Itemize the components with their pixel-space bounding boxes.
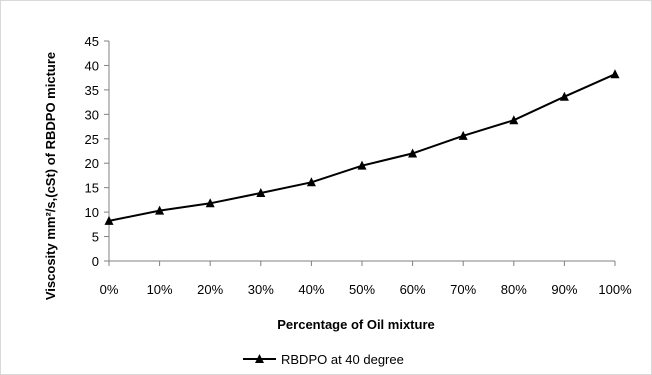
y-tick-label: 0 — [92, 254, 99, 269]
x-tick-label: 80% — [501, 282, 527, 297]
data-point-marker — [357, 160, 367, 170]
x-tick-label: 0% — [100, 282, 119, 297]
data-point-marker — [509, 115, 519, 125]
data-point-marker — [559, 91, 569, 101]
y-tick-label: 30 — [85, 107, 99, 122]
data-point-marker — [458, 130, 468, 140]
x-tick-label: 50% — [349, 282, 375, 297]
y-tick-label: 20 — [85, 156, 99, 171]
x-tick-label: 90% — [551, 282, 577, 297]
series-layer — [104, 69, 620, 225]
data-point-marker — [205, 198, 215, 208]
data-point-marker — [155, 205, 165, 215]
x-axis-ticks: 0% 10% 20% 30% 40% 50% 60% 70% 80% 90% 100% — [100, 261, 632, 297]
legend-label: RBDPO at 40 degree — [281, 352, 404, 367]
x-tick-label: 70% — [450, 282, 476, 297]
x-tick-label: 60% — [400, 282, 426, 297]
y-axis-title: Viscosity mm²/s,(cSt) of RBDPO micture — [43, 52, 58, 300]
data-point-marker — [104, 215, 114, 225]
series-line — [108, 73, 616, 222]
x-tick-label: 100% — [598, 282, 632, 297]
data-point-marker — [408, 148, 418, 158]
y-tick-label: 45 — [85, 34, 99, 49]
x-tick-label: 30% — [248, 282, 274, 297]
legend: RBDPO at 40 degree — [243, 352, 404, 367]
y-tick-label: 35 — [85, 83, 99, 98]
x-axis-title: Percentage of Oil mixture — [277, 317, 435, 332]
y-tick-label: 25 — [85, 132, 99, 147]
legend-marker-triangle — [255, 354, 264, 363]
y-tick-label: 10 — [85, 205, 99, 220]
x-tick-label: 20% — [197, 282, 223, 297]
data-point-marker — [256, 188, 266, 198]
y-tick-label: 15 — [85, 181, 99, 196]
y-tick-label: 40 — [85, 58, 99, 73]
x-tick-label: 40% — [298, 282, 324, 297]
y-tick-label: 5 — [92, 230, 99, 245]
data-point-marker — [610, 69, 620, 79]
x-tick-label: 10% — [147, 282, 173, 297]
y-axis-ticks: 0 5 10 15 20 25 30 35 40 45 — [85, 34, 109, 269]
data-point-marker — [306, 177, 316, 187]
